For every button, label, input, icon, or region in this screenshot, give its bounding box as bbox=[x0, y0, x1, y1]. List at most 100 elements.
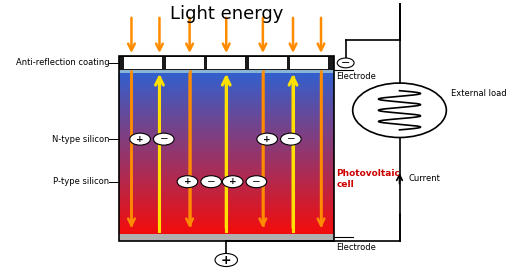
Bar bbox=[119, 174, 334, 176]
Bar bbox=[119, 225, 334, 227]
Bar bbox=[119, 56, 334, 241]
Bar bbox=[119, 95, 334, 97]
Bar bbox=[119, 210, 334, 212]
Bar bbox=[119, 71, 334, 73]
Text: Current: Current bbox=[409, 174, 441, 183]
Bar bbox=[119, 227, 334, 229]
Bar bbox=[119, 217, 334, 218]
Circle shape bbox=[201, 176, 222, 188]
Bar bbox=[119, 211, 334, 213]
Bar bbox=[119, 180, 334, 181]
Text: P-type silicon: P-type silicon bbox=[53, 177, 109, 186]
Bar bbox=[119, 108, 334, 109]
Bar bbox=[119, 106, 334, 108]
Text: External load: External load bbox=[451, 89, 507, 98]
Bar bbox=[119, 205, 334, 206]
Text: Light energy: Light energy bbox=[170, 6, 283, 23]
Bar bbox=[119, 109, 334, 110]
Bar bbox=[119, 196, 334, 197]
Bar bbox=[119, 190, 334, 192]
Bar bbox=[119, 116, 334, 118]
Bar bbox=[119, 204, 334, 205]
Text: −: − bbox=[252, 177, 261, 187]
Bar bbox=[119, 167, 334, 169]
Text: Photovoltaic
cell: Photovoltaic cell bbox=[337, 169, 400, 189]
Bar bbox=[119, 149, 334, 150]
Bar bbox=[119, 98, 334, 99]
Bar bbox=[119, 183, 334, 185]
Bar bbox=[119, 231, 334, 232]
Bar bbox=[119, 201, 334, 203]
Bar bbox=[119, 141, 334, 143]
Text: Anti-reflection coating: Anti-reflection coating bbox=[15, 58, 109, 67]
Bar bbox=[119, 200, 334, 202]
Bar bbox=[119, 78, 334, 79]
Bar bbox=[119, 82, 334, 84]
Bar bbox=[119, 218, 334, 219]
Bar bbox=[119, 120, 334, 122]
Bar bbox=[119, 80, 334, 82]
Bar bbox=[119, 198, 334, 200]
Bar bbox=[119, 189, 334, 191]
Bar bbox=[119, 209, 334, 211]
Bar bbox=[119, 156, 334, 158]
Bar bbox=[119, 113, 334, 114]
Bar bbox=[119, 117, 334, 119]
Bar bbox=[119, 233, 334, 241]
Bar bbox=[119, 176, 334, 178]
Text: +: + bbox=[263, 135, 271, 144]
Bar bbox=[119, 230, 334, 231]
Bar bbox=[119, 154, 334, 156]
Bar bbox=[119, 77, 334, 78]
Bar bbox=[119, 191, 334, 193]
Bar bbox=[124, 57, 162, 69]
Bar bbox=[119, 127, 334, 129]
Bar bbox=[119, 153, 334, 155]
Bar bbox=[119, 177, 334, 179]
Bar bbox=[119, 158, 334, 159]
Bar bbox=[119, 161, 334, 163]
Bar bbox=[119, 194, 334, 195]
Bar bbox=[119, 138, 334, 140]
Circle shape bbox=[281, 133, 301, 145]
Bar bbox=[119, 216, 334, 217]
Bar bbox=[119, 70, 334, 73]
Bar bbox=[119, 115, 334, 117]
Bar bbox=[119, 214, 334, 216]
Bar bbox=[119, 144, 334, 145]
Bar bbox=[119, 152, 334, 154]
Bar bbox=[119, 123, 334, 124]
Bar bbox=[119, 163, 334, 165]
Bar bbox=[119, 70, 334, 72]
Bar bbox=[119, 133, 334, 134]
Bar bbox=[119, 226, 334, 228]
Bar bbox=[119, 104, 334, 106]
Bar bbox=[119, 199, 334, 201]
Bar bbox=[119, 89, 334, 90]
Bar bbox=[119, 73, 334, 75]
Bar bbox=[119, 126, 334, 128]
Text: +: + bbox=[229, 177, 236, 186]
Bar bbox=[290, 57, 328, 69]
Bar bbox=[119, 139, 334, 141]
Bar bbox=[119, 159, 334, 160]
Bar bbox=[119, 101, 334, 103]
Bar bbox=[119, 72, 334, 74]
Circle shape bbox=[153, 133, 174, 145]
Text: −: − bbox=[160, 134, 168, 144]
Bar bbox=[119, 76, 334, 77]
Circle shape bbox=[246, 176, 267, 188]
Bar bbox=[119, 99, 334, 100]
Bar bbox=[119, 151, 334, 153]
Text: −: − bbox=[341, 58, 350, 68]
Bar bbox=[119, 171, 334, 172]
Bar bbox=[119, 118, 334, 120]
Bar bbox=[119, 182, 334, 183]
Bar bbox=[119, 208, 334, 210]
Text: +: + bbox=[184, 177, 191, 186]
Bar bbox=[119, 213, 334, 215]
Bar bbox=[119, 202, 334, 204]
Bar bbox=[119, 165, 334, 167]
Bar bbox=[119, 136, 334, 138]
Bar bbox=[119, 131, 334, 133]
